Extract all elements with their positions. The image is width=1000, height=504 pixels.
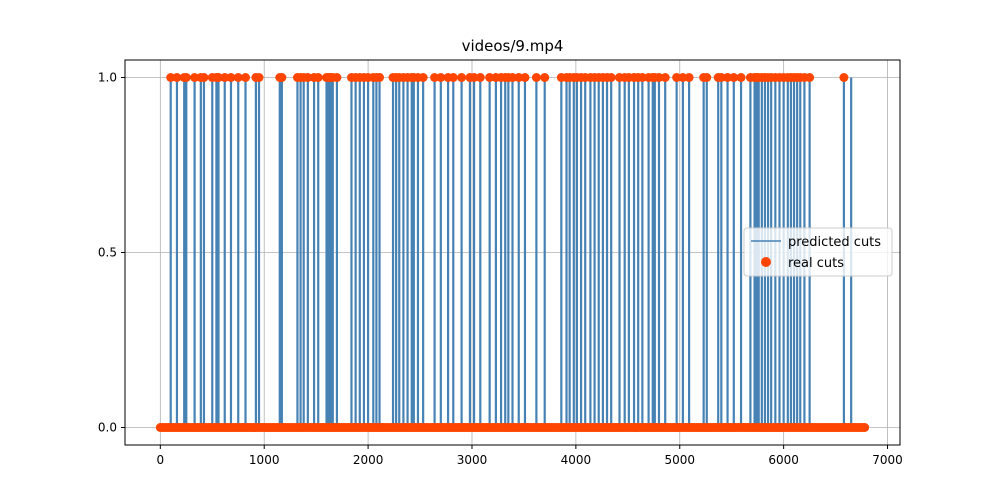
real-cut-point-one (332, 73, 342, 82)
real-cut-point-one (485, 73, 495, 82)
real-cut-point-one (375, 73, 385, 82)
x-tick-label: 3000 (457, 453, 488, 467)
real-cut-point-one (606, 73, 616, 82)
real-cut-point-one (475, 73, 485, 82)
real-cut-point-one (430, 73, 440, 82)
real-cut-point-one (716, 73, 726, 82)
real-cut-point-zero (860, 423, 870, 432)
legend-label-predicted: predicted cuts (788, 235, 881, 250)
real-cut-point-one (805, 73, 815, 82)
series-layer (155, 73, 870, 432)
real-cut-point-one (190, 73, 200, 82)
real-cut-point-one (514, 73, 524, 82)
real-cut-point-one (181, 73, 191, 82)
real-cut-point-one (448, 73, 458, 82)
real-cut-point-one (241, 73, 251, 82)
real-cut-point-one (520, 73, 530, 82)
real-cut-point-one (654, 73, 664, 82)
x-tick-label: 2000 (353, 453, 384, 467)
y-tick-label: 0.0 (98, 421, 117, 435)
x-tick-label: 5000 (664, 453, 695, 467)
legend: predicted cuts real cuts (743, 227, 893, 277)
real-cut-point-one (226, 73, 236, 82)
real-cut-point-one (702, 73, 712, 82)
chart-title: videos/9.mp4 (462, 37, 564, 55)
real-cut-point-one (213, 73, 223, 82)
real-cut-point-one (233, 73, 243, 82)
axes-layer: 0 1000 2000 3000 4000 5000 6000 7000 0.0 0.5 1.0 (98, 59, 903, 467)
x-tick-label: 0 (157, 453, 165, 467)
real-cut-point-one (736, 73, 746, 82)
y-tick-label: 0.5 (98, 246, 117, 260)
real-cut-point-one (839, 73, 849, 82)
x-tick-label: 7000 (872, 453, 903, 467)
real-cut-point-one (313, 73, 323, 82)
real-cut-point-one (303, 73, 313, 82)
real-cut-point-one (672, 73, 682, 82)
real-cut-point-one (277, 73, 287, 82)
real-cut-point-one (220, 73, 230, 82)
real-cut-point-one (637, 73, 647, 82)
legend-box (743, 227, 893, 277)
x-tick-label: 6000 (768, 453, 799, 467)
real-cut-point-one (469, 73, 479, 82)
real-cut-point-one (729, 73, 739, 82)
y-tick-label: 1.0 (98, 71, 117, 85)
real-cut-point-one (723, 73, 733, 82)
real-cut-point-one (684, 73, 694, 82)
real-cut-point-one (540, 73, 550, 82)
real-cut-point-one (172, 73, 182, 82)
real-cut-point-one (436, 73, 446, 82)
real-cut-point-one (166, 73, 176, 82)
real-cut-point-one (418, 73, 428, 82)
real-cut-point-one (254, 73, 264, 82)
real-cut-point-one (508, 73, 517, 82)
x-tick-label: 4000 (561, 453, 592, 467)
real-cut-point-one (457, 73, 467, 82)
real-cut-point-one (199, 73, 209, 82)
real-cut-point-one (660, 73, 670, 82)
legend-label-real: real cuts (788, 256, 844, 271)
legend-dot-swatch (761, 257, 771, 267)
real-cut-point-one (531, 73, 541, 82)
real-cut-point-one (678, 73, 688, 82)
x-tick-label: 1000 (249, 453, 280, 467)
